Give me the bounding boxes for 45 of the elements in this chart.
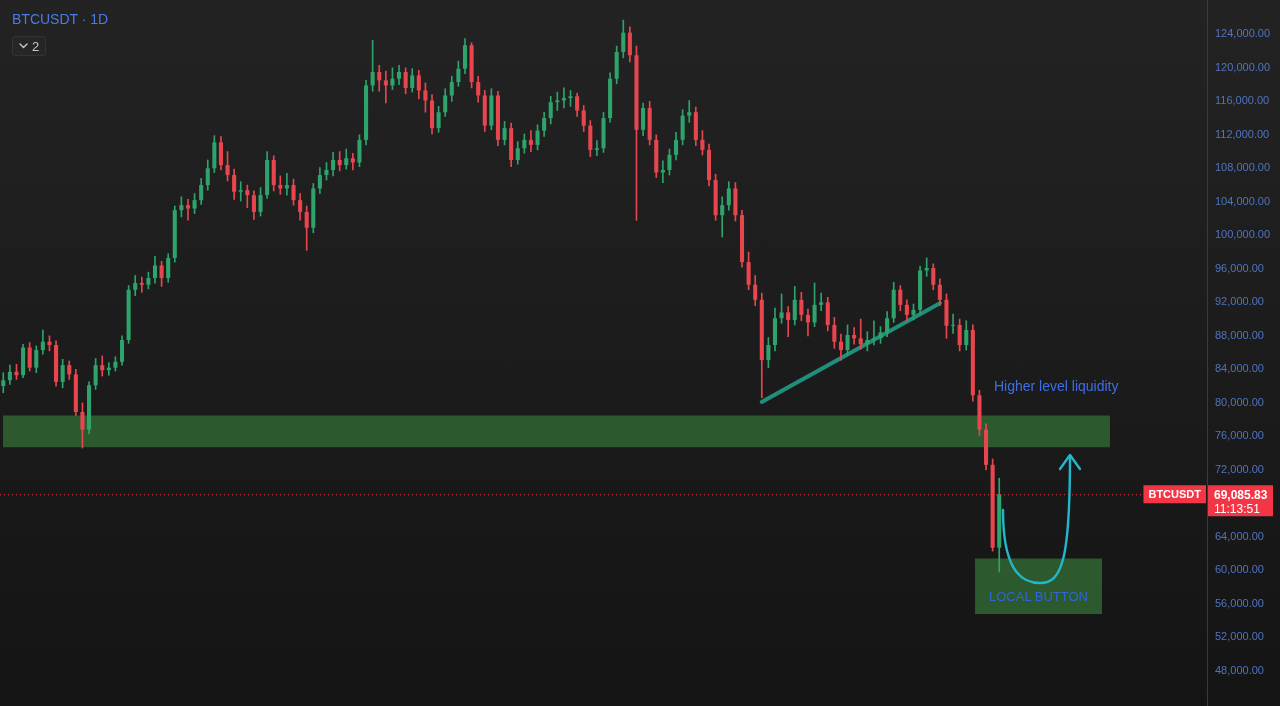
y-tick-label: 104,000.00 — [1215, 194, 1271, 207]
y-tick-label: 64,000.00 — [1215, 529, 1264, 542]
y-tick-label: 76,000.00 — [1215, 429, 1264, 442]
y-tick-label: 60,000.00 — [1215, 563, 1264, 576]
annotation: 2 — [32, 38, 40, 54]
y-tick-label: 84,000.00 — [1215, 362, 1264, 375]
y-tick-label: 56,000.00 — [1215, 596, 1264, 609]
collapse-button: 2 — [12, 36, 47, 56]
candlestick — [185, 198, 191, 221]
ref-line-label: 69,085.83 — [1214, 487, 1268, 502]
y-tick-label: 92,000.00 — [1215, 295, 1264, 308]
y-tick-label: 124,000.00 — [1215, 27, 1271, 40]
annotation: BTCUSDT — [1148, 488, 1202, 501]
candlestick — [337, 151, 342, 172]
candlestick — [720, 196, 725, 238]
y-tick-label: 52,000.00 — [1215, 630, 1264, 643]
y-tick-label: 88,000.00 — [1215, 328, 1264, 341]
candlestick — [819, 292, 824, 312]
candlestick — [871, 320, 876, 346]
candlestick — [528, 130, 533, 152]
candlestick — [858, 318, 863, 350]
y-tick-label: 116,000.00 — [1215, 94, 1270, 107]
candlestick — [786, 306, 791, 337]
candlestick — [687, 100, 692, 123]
text: 11:13:51 — [1214, 501, 1261, 516]
band-label: Higher level liquidity — [993, 378, 1119, 395]
candlestick — [951, 313, 956, 334]
candlestick — [238, 181, 243, 202]
candlestick — [924, 257, 929, 277]
candlestick — [350, 152, 355, 171]
candlestick — [865, 331, 870, 352]
candlestick — [594, 140, 599, 157]
y-tick-label: 112,000.00 — [1215, 127, 1270, 140]
y-tick-label: 108,000.00 — [1215, 161, 1271, 174]
y-tick-label: 72,000.00 — [1215, 462, 1264, 475]
y-tick-label: 48,000.00 — [1215, 663, 1264, 676]
band-label: LOCAL BUTTON — [989, 589, 1088, 605]
y-tick-label: 100,000.00 — [1215, 228, 1271, 241]
candlestick — [660, 160, 665, 183]
y-tick-label: 96,000.00 — [1215, 261, 1264, 274]
candlestick — [383, 70, 388, 104]
text: BTCUSDT · 1D — [12, 10, 109, 28]
y-tick-label: 120,000.00 — [1215, 60, 1271, 73]
candlestick — [139, 276, 144, 293]
y-tick-label: 80,000.00 — [1215, 395, 1264, 408]
